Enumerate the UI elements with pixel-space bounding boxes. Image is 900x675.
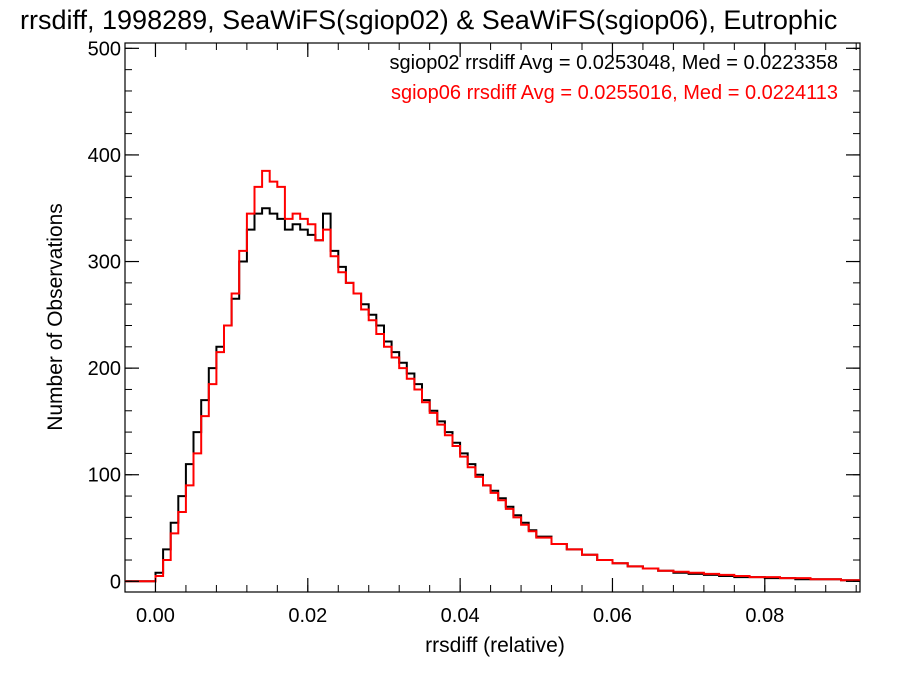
stats-annotation: sgiop02 rrsdiff Avg = 0.0253048, Med = 0…	[390, 52, 839, 74]
plot-border	[124, 42, 861, 593]
y-tick-label: 0	[110, 571, 121, 593]
y-tick-label: 100	[88, 465, 121, 487]
series-line-sgiop02	[125, 207, 860, 583]
y-tick-label: 500	[88, 38, 121, 60]
series-line-sgiop06	[125, 169, 860, 583]
y-tick-label: 300	[88, 252, 121, 274]
chart-title: rrsdiff, 1998289, SeaWiFS(sgiop02) & Sea…	[20, 5, 837, 35]
series-layer	[125, 169, 860, 583]
x-tick-label: 0.06	[593, 605, 632, 627]
x-axis: 0.00 0.02 0.04 0.06 0.08	[124, 43, 857, 627]
x-tick-label: 0.04	[441, 605, 480, 627]
y-tick-label: 400	[88, 145, 121, 167]
annotations: sgiop02 rrsdiff Avg = 0.0253048, Med = 0…	[390, 52, 839, 104]
plot-frame	[124, 42, 861, 593]
x-tick-label: 0.00	[136, 605, 175, 627]
x-axis-label: rrsdiff (relative)	[425, 634, 565, 657]
y-axis: 0 100 200 300 400 500	[88, 38, 860, 593]
x-tick-label: 0.02	[288, 605, 327, 627]
y-axis-label: Number of Observations	[44, 203, 67, 431]
stats-annotation: sgiop06 rrsdiff Avg = 0.0255016, Med = 0…	[391, 82, 838, 104]
y-tick-label: 200	[88, 358, 121, 380]
x-tick-label: 0.08	[745, 605, 784, 627]
